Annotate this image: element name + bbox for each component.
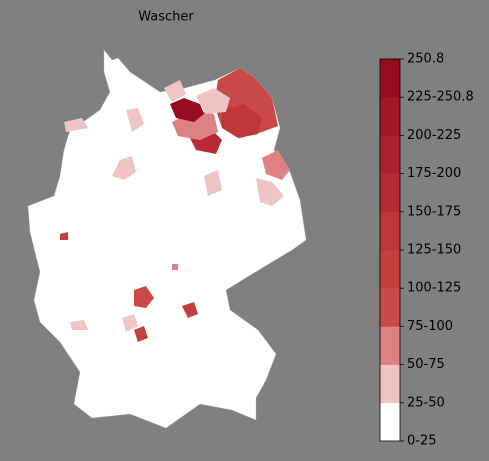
region: [222, 104, 262, 138]
colorbar-label: 200-225: [407, 128, 461, 143]
region: [64, 118, 88, 132]
region: [256, 178, 284, 206]
colorbar: 0-25 25-50 50-75 75-100 100-125 125-150 150-17…: [379, 52, 474, 449]
region: [112, 156, 136, 180]
colorbar-label: 100-125: [407, 281, 461, 296]
region: [134, 286, 154, 308]
region: [126, 108, 144, 132]
colorbar-segment: [380, 250, 400, 289]
region: [122, 314, 138, 332]
colorbar-label: 0-25: [407, 434, 437, 449]
colorbar-label: 75-100: [407, 319, 453, 334]
colorbar-segment: [380, 364, 400, 404]
colorbar-label: 50-75: [407, 357, 445, 372]
colorbar-segment: [380, 211, 400, 251]
colorbar-label: 150-175: [407, 204, 461, 219]
map-title: Wascher: [138, 10, 194, 25]
region: [204, 170, 222, 196]
colorbar-label: 225-250.8: [407, 90, 474, 105]
region: [170, 98, 204, 122]
colorbar-segment: [380, 59, 400, 98]
region: [196, 88, 230, 114]
colorbar-segment: [380, 326, 400, 365]
colorbar-label: 175-200: [407, 166, 461, 181]
colorbar-label: 25-50: [407, 395, 445, 410]
colorbar-segment: [380, 97, 400, 136]
region: [262, 150, 290, 180]
region: [60, 232, 68, 240]
colorbar-segment: [380, 288, 400, 327]
region: [164, 80, 186, 102]
colorbar-segment: [380, 173, 400, 213]
region: [70, 320, 88, 330]
country-outline: [27, 49, 307, 429]
region: [134, 326, 148, 342]
colorbar-segment: [380, 135, 400, 174]
colorbar-label: 125-150: [407, 243, 461, 258]
colorbar-label: 250.8: [407, 52, 444, 67]
region: [182, 302, 198, 318]
map: [27, 49, 307, 429]
colorbar-segment: [380, 402, 400, 442]
region: [172, 264, 178, 270]
